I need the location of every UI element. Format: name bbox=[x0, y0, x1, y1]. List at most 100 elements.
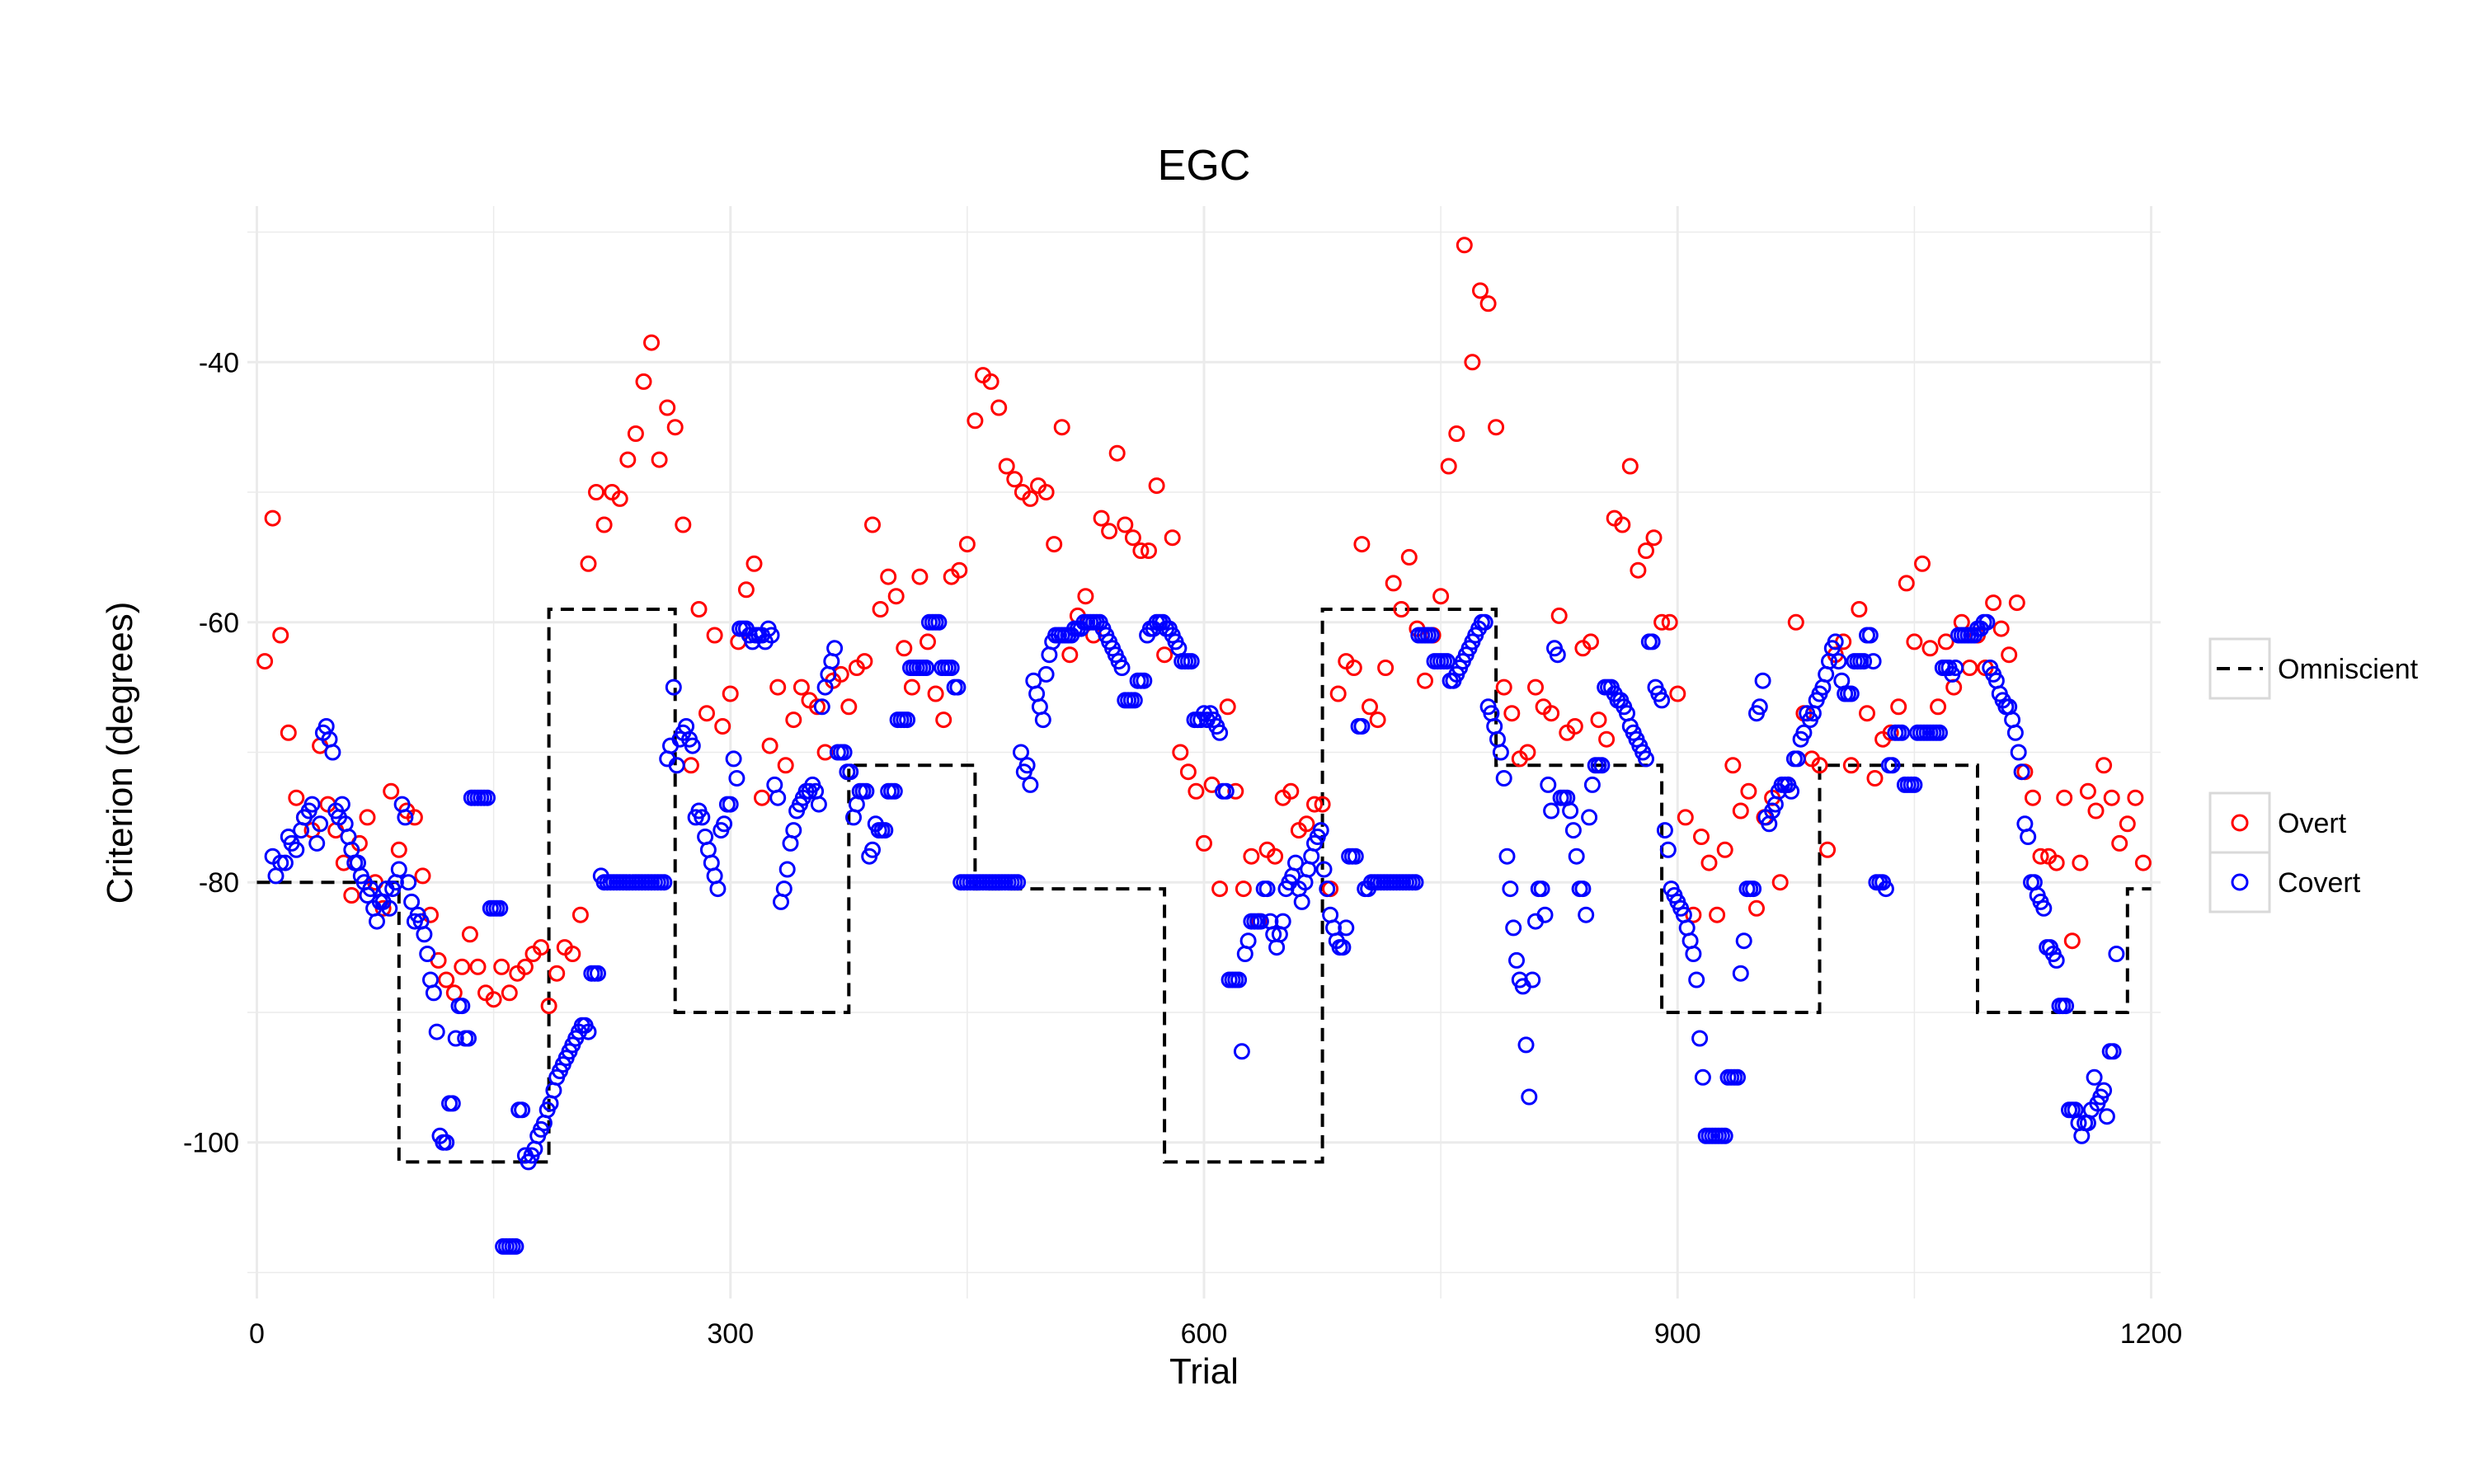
covert-point bbox=[340, 829, 357, 845]
covert-point bbox=[381, 899, 398, 917]
covert-point bbox=[1568, 848, 1585, 865]
covert-point bbox=[1581, 809, 1598, 826]
overt-point bbox=[1306, 796, 1323, 813]
covert-point bbox=[1300, 861, 1317, 878]
overt-point bbox=[1906, 633, 1923, 650]
covert-point bbox=[813, 698, 830, 716]
overt-point bbox=[935, 711, 952, 729]
covert-point bbox=[425, 984, 442, 1002]
covert-point bbox=[899, 711, 916, 729]
overt-point bbox=[1661, 613, 1678, 631]
overt-point bbox=[666, 419, 684, 436]
covert-point bbox=[886, 782, 903, 800]
overt-point bbox=[1377, 660, 1395, 676]
covert-point bbox=[665, 679, 682, 696]
overt-point bbox=[1400, 548, 1418, 566]
overt-point bbox=[390, 841, 407, 858]
overt-point bbox=[1709, 906, 1726, 923]
overt-point bbox=[1046, 536, 1063, 553]
covert-point bbox=[2095, 1082, 2113, 1099]
overt-point bbox=[990, 399, 1008, 416]
overt-point bbox=[1638, 542, 1654, 559]
covert-point bbox=[419, 946, 436, 962]
overt-point bbox=[1685, 906, 1702, 923]
overt-point bbox=[1393, 601, 1410, 618]
omniscient-step-line bbox=[256, 608, 2152, 1164]
overt-point bbox=[1227, 782, 1244, 800]
overt-point bbox=[611, 490, 628, 507]
covert-point bbox=[1865, 653, 1882, 670]
overt-point bbox=[2032, 848, 2049, 865]
overt-point bbox=[2134, 854, 2152, 871]
covert-point bbox=[684, 737, 701, 754]
overt-point bbox=[1740, 782, 1757, 800]
overt-point bbox=[714, 718, 731, 735]
covert-point bbox=[1217, 782, 1235, 800]
overt-point bbox=[359, 809, 376, 826]
covert-point bbox=[1685, 946, 1702, 962]
overt-point bbox=[469, 958, 487, 975]
overt-point bbox=[1811, 757, 1828, 774]
covert-point bbox=[1274, 913, 1291, 930]
covert-point bbox=[2020, 829, 2037, 845]
covert-point bbox=[2098, 1108, 2115, 1125]
covert-point bbox=[1583, 776, 1601, 793]
overt-point bbox=[1992, 620, 2010, 637]
covert-point bbox=[422, 971, 439, 989]
covert-point bbox=[362, 881, 379, 898]
legend: Omniscient Overt Covert bbox=[2208, 637, 2419, 913]
covert-point bbox=[1562, 802, 1579, 819]
overt-point bbox=[911, 568, 929, 585]
covert-point bbox=[1031, 698, 1048, 716]
overt-point bbox=[1440, 458, 1457, 475]
covert-point bbox=[842, 763, 859, 781]
covert-point bbox=[1126, 692, 1143, 709]
overt-point bbox=[1771, 874, 1789, 891]
overt-point bbox=[1006, 471, 1023, 488]
overt-point bbox=[967, 412, 984, 430]
overt-point bbox=[288, 789, 305, 806]
covert-point bbox=[454, 998, 471, 1015]
covert-point bbox=[668, 757, 685, 774]
covert-point bbox=[324, 744, 341, 761]
overt-point bbox=[2111, 834, 2128, 852]
overt-point bbox=[2048, 854, 2065, 871]
legend-label-overt: Overt bbox=[2278, 808, 2347, 839]
overt-point bbox=[2079, 782, 2096, 800]
covert-point bbox=[1268, 939, 1286, 956]
overt-point bbox=[793, 679, 810, 696]
covert-point bbox=[590, 965, 606, 982]
covert-point bbox=[1347, 848, 1364, 865]
overt-point bbox=[1353, 536, 1371, 553]
overt-point bbox=[2127, 789, 2144, 806]
overt-point bbox=[651, 451, 668, 468]
covert-point bbox=[703, 854, 720, 871]
overt-point bbox=[438, 971, 455, 989]
overt-point bbox=[1669, 685, 1686, 702]
covert-point bbox=[1681, 932, 1699, 950]
covert-point bbox=[1833, 672, 1851, 689]
overt-point bbox=[1527, 679, 1544, 696]
covert-point bbox=[1239, 932, 1257, 950]
covert-point bbox=[864, 841, 881, 858]
overt-point bbox=[1866, 770, 1884, 787]
overt-point bbox=[1488, 419, 1505, 436]
overt-point bbox=[1550, 607, 1568, 624]
overt-point bbox=[659, 399, 676, 416]
covert-point bbox=[1113, 660, 1131, 676]
covert-point bbox=[694, 809, 711, 826]
omniscient-line-layer bbox=[256, 608, 2152, 1164]
overt-point bbox=[343, 887, 360, 904]
covert-point bbox=[1789, 750, 1806, 768]
overt-point bbox=[2008, 594, 2025, 612]
overt-point bbox=[1282, 782, 1300, 800]
overt-point bbox=[1842, 757, 1860, 774]
overt-point bbox=[1630, 561, 1647, 579]
overt-point bbox=[1037, 484, 1055, 500]
covert-point bbox=[438, 1134, 455, 1151]
covert-point bbox=[416, 926, 433, 943]
covert-point bbox=[460, 1030, 477, 1047]
overt-point bbox=[1716, 841, 1733, 858]
overt-point bbox=[1219, 698, 1236, 716]
